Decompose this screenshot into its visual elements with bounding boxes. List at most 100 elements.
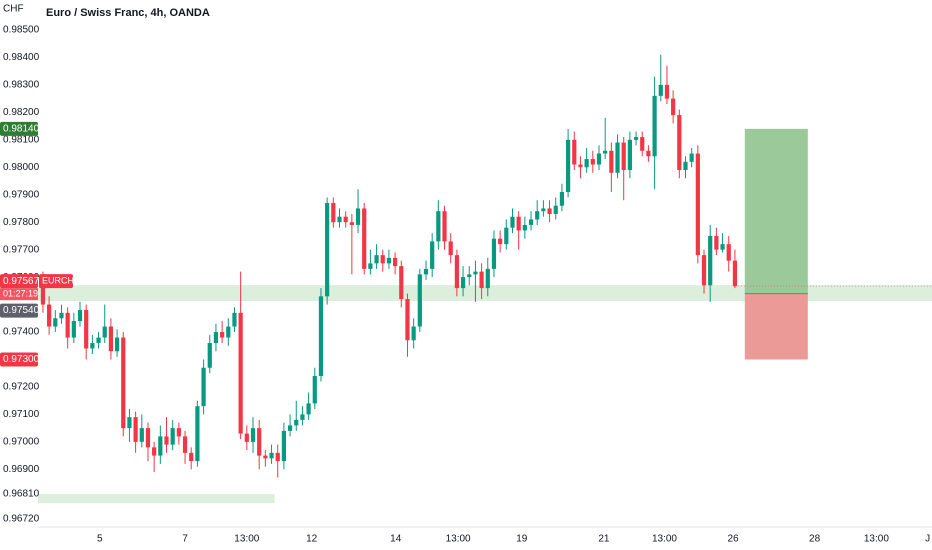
y-tick-label: 0.97800 <box>3 217 40 228</box>
candle-body <box>417 274 422 327</box>
candle-body <box>516 216 521 231</box>
candle-body <box>71 321 76 338</box>
y-tick-label: 0.97700 <box>3 244 40 255</box>
candle-body <box>269 452 274 459</box>
candle-body <box>590 159 595 165</box>
symbol-box <box>39 274 73 289</box>
candle-body <box>287 425 293 431</box>
candle-body <box>522 224 527 231</box>
x-tick-label: 5 <box>97 534 103 545</box>
x-tick-label: 13:00 <box>234 534 259 545</box>
currency-label: CHF <box>3 4 24 15</box>
candle-body <box>677 115 682 171</box>
candle-body <box>627 139 632 171</box>
candle-body <box>238 312 243 434</box>
candle-body <box>306 403 311 415</box>
candle-body <box>423 268 429 275</box>
candle-body <box>220 332 225 338</box>
candle-body <box>393 257 398 267</box>
candle-body <box>498 238 503 245</box>
y-tick-label: 0.97400 <box>3 327 40 338</box>
candle-body <box>658 84 663 96</box>
candle-body <box>491 238 497 269</box>
candle-body <box>84 310 89 349</box>
y-tick-label: 0.96720 <box>3 513 40 524</box>
candle-body <box>108 326 114 352</box>
candle-body <box>430 241 435 269</box>
candle-body <box>294 419 299 426</box>
y-tick-label: 0.98200 <box>3 107 40 118</box>
y-tick-label: 0.97200 <box>3 382 40 393</box>
candle-body <box>504 227 509 245</box>
candle-body <box>145 428 151 448</box>
price-axis <box>0 0 38 527</box>
candle-body <box>732 260 738 287</box>
candle-body <box>263 455 268 459</box>
candle-body <box>380 255 385 264</box>
price-label-box <box>0 303 38 318</box>
candle-body <box>714 235 719 250</box>
candle-body <box>275 452 280 462</box>
candle-body <box>114 337 120 352</box>
candle-body <box>664 84 670 99</box>
candle-body <box>331 202 336 223</box>
zone <box>38 494 275 504</box>
x-tick-label: 21 <box>598 534 610 545</box>
candle-body <box>164 436 169 445</box>
candle-body <box>683 161 688 171</box>
candle-body <box>541 208 546 212</box>
candle-body <box>559 191 565 206</box>
candle-body <box>368 263 373 269</box>
plot-area <box>38 54 932 504</box>
candle-body <box>53 318 58 327</box>
symbol-label: EURCHF <box>42 276 80 286</box>
candle-body <box>584 159 589 168</box>
candle-body <box>386 257 392 264</box>
candle-body <box>207 343 212 368</box>
price-label: 0.97540 <box>3 305 40 316</box>
candle-body <box>133 417 138 442</box>
candle-body <box>640 137 645 151</box>
candle-body <box>362 208 367 269</box>
candle-body <box>195 406 200 462</box>
candle-body <box>485 268 490 289</box>
candle-body <box>65 312 70 338</box>
candle-body <box>77 310 83 322</box>
candle-body <box>646 150 651 157</box>
x-tick-label: 19 <box>516 534 528 545</box>
x-tick-label: 14 <box>390 534 402 545</box>
candle-body <box>325 202 330 297</box>
candle-body <box>355 208 361 225</box>
candle-body <box>603 150 608 154</box>
y-tick-label: 0.97900 <box>3 189 40 200</box>
x-tick-label: 13:00 <box>864 534 889 545</box>
candle-body <box>318 296 324 376</box>
candle-body <box>553 205 558 214</box>
x-tick-label: 13:00 <box>446 534 471 545</box>
candle-body <box>467 274 472 278</box>
candle-body <box>226 326 231 338</box>
candle-body <box>343 216 348 223</box>
candle-body <box>250 428 256 442</box>
candle-body <box>158 436 163 456</box>
y-tick-label: 0.96810 <box>3 489 40 500</box>
y-tick-label: 0.97100 <box>3 409 40 420</box>
price-label: 0.97300 <box>3 354 40 365</box>
candle-body <box>708 235 713 286</box>
price-label-box <box>0 352 38 367</box>
candle-body <box>176 428 181 437</box>
candle-body <box>454 255 459 289</box>
candle-body <box>244 433 249 442</box>
candle-body <box>170 428 175 445</box>
candle-body <box>436 211 441 242</box>
x-tick-label: 13:00 <box>652 534 677 545</box>
candle-body <box>182 436 188 453</box>
price-label-box <box>0 274 38 289</box>
x-tick-label: 7 <box>182 534 188 545</box>
candle-body <box>281 430 286 462</box>
candle-body <box>565 139 571 192</box>
candle-body <box>547 208 552 214</box>
candle-body <box>152 447 157 456</box>
candle-body <box>405 299 410 341</box>
chart-title: Euro / Swiss Franc, 4h, OANDA <box>46 7 210 19</box>
